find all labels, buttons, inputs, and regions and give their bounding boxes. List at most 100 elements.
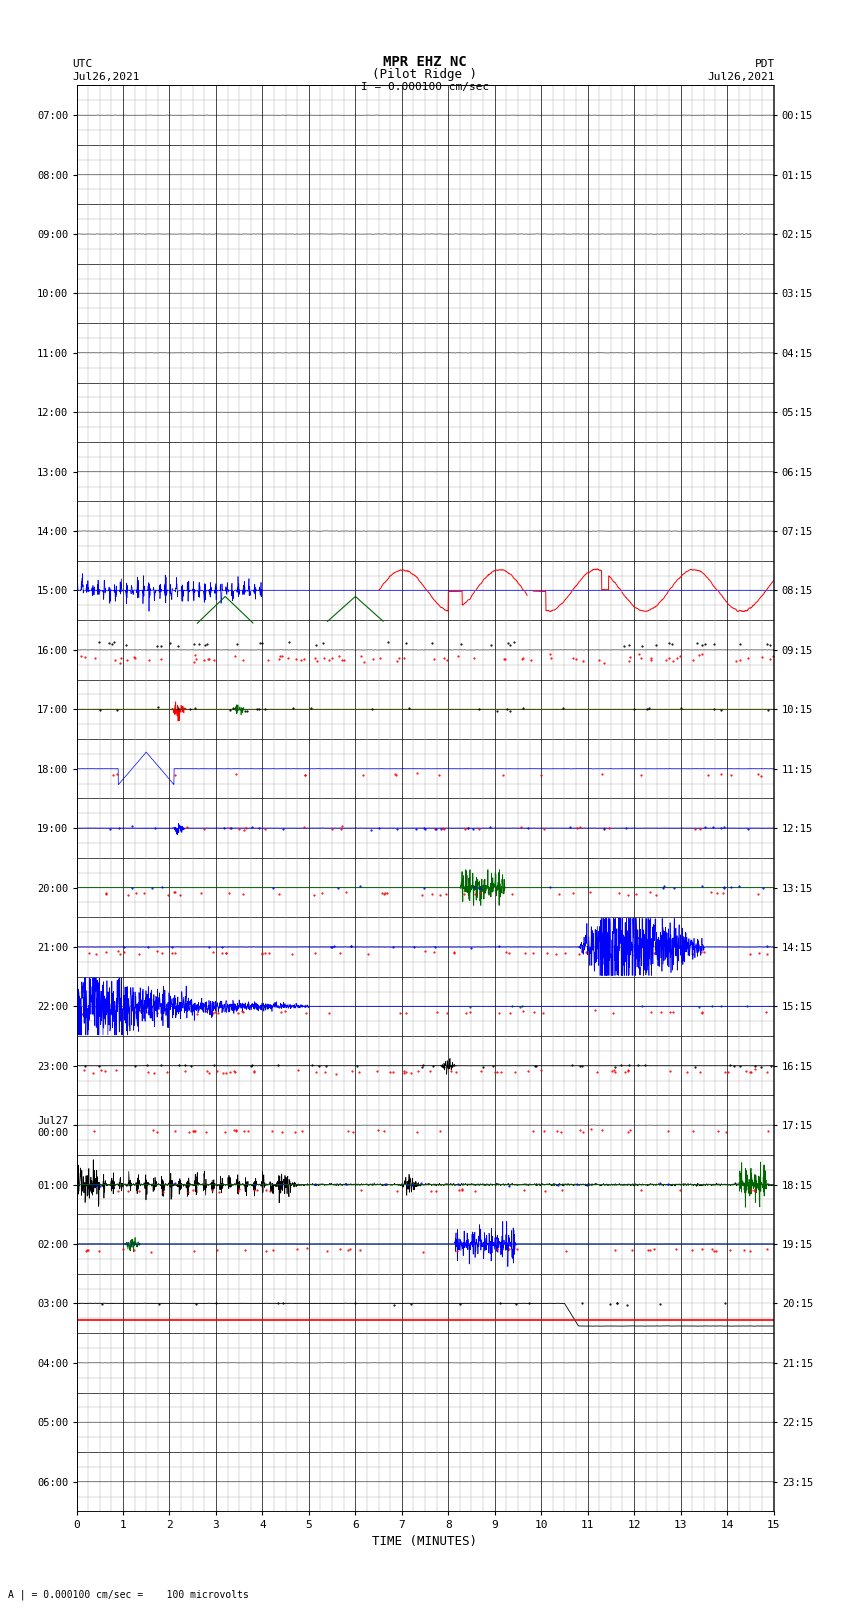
Point	[246, 1053, 259, 1079]
Point	[89, 994, 103, 1019]
Point	[466, 816, 479, 842]
Point	[99, 881, 112, 907]
Point	[440, 1000, 454, 1026]
Point	[343, 1237, 357, 1263]
Point	[634, 1177, 648, 1203]
Point	[386, 934, 400, 960]
Point	[760, 934, 774, 960]
Point	[526, 940, 540, 966]
Point	[680, 1060, 694, 1086]
Point	[255, 631, 269, 656]
Point	[666, 632, 679, 658]
Point	[693, 994, 706, 1019]
Point	[238, 1237, 252, 1263]
Point	[150, 937, 164, 963]
Point	[94, 1173, 107, 1198]
Point	[508, 1058, 522, 1084]
Point	[454, 631, 468, 656]
Point	[621, 1119, 635, 1145]
Point	[304, 695, 318, 721]
Point	[344, 934, 358, 960]
Point	[694, 1000, 708, 1026]
Point	[623, 644, 637, 669]
Point	[373, 645, 387, 671]
Point	[581, 940, 594, 966]
Point	[121, 1000, 134, 1026]
Point	[212, 1000, 225, 1026]
Point	[341, 1237, 354, 1263]
Point	[378, 881, 392, 907]
Point	[510, 1237, 524, 1263]
Point	[111, 939, 125, 965]
Point	[168, 940, 182, 966]
Point	[437, 815, 451, 840]
Point	[218, 815, 231, 840]
Point	[152, 1290, 166, 1316]
Point	[208, 998, 222, 1024]
Point	[309, 1060, 323, 1086]
Point	[556, 695, 570, 721]
Point	[626, 1237, 639, 1263]
Point	[620, 816, 633, 842]
Point	[201, 631, 214, 656]
Text: PDT: PDT	[755, 60, 775, 69]
Point	[252, 631, 266, 656]
Point	[128, 881, 142, 907]
Point	[187, 632, 201, 658]
Point	[375, 881, 388, 907]
Point	[453, 1290, 467, 1316]
Point	[688, 816, 701, 842]
Point	[543, 642, 557, 668]
Point	[476, 1053, 490, 1079]
Point	[502, 698, 516, 724]
Point	[343, 934, 357, 960]
Point	[232, 1176, 246, 1202]
Point	[313, 1053, 326, 1079]
Point	[334, 816, 348, 842]
Point	[661, 1171, 675, 1197]
Point	[325, 934, 338, 960]
Point	[370, 1058, 383, 1084]
Point	[407, 934, 421, 960]
Point	[496, 761, 510, 787]
Point	[622, 632, 636, 658]
Point	[353, 1237, 366, 1263]
Point	[579, 939, 592, 965]
Point	[143, 647, 156, 673]
Point	[102, 631, 116, 656]
Point	[150, 634, 164, 660]
Point	[109, 1058, 122, 1084]
Point	[146, 1118, 160, 1144]
Point	[483, 815, 496, 840]
Point	[116, 1236, 130, 1261]
Point	[761, 1118, 774, 1144]
Point	[271, 1290, 285, 1316]
Point	[490, 698, 504, 724]
Point	[745, 1177, 758, 1203]
Point	[598, 815, 611, 840]
Point	[490, 1060, 503, 1086]
Point	[426, 881, 439, 907]
Point	[451, 644, 465, 669]
Point	[728, 1053, 741, 1079]
Point	[80, 1237, 94, 1263]
Point	[247, 1058, 261, 1084]
Point	[317, 645, 331, 671]
Point	[198, 632, 212, 658]
Point	[517, 998, 530, 1024]
Point	[171, 632, 184, 658]
Point	[434, 816, 448, 842]
Point	[223, 879, 236, 905]
Point	[227, 1058, 241, 1084]
Point	[276, 1290, 290, 1316]
Point	[509, 1290, 523, 1316]
Point	[737, 1237, 751, 1263]
Point	[630, 881, 643, 907]
Point	[388, 761, 401, 787]
Point	[649, 882, 662, 908]
Point	[219, 940, 233, 966]
Point	[309, 1171, 322, 1197]
Point	[340, 879, 354, 905]
Point	[550, 1118, 564, 1144]
Point	[662, 629, 676, 655]
